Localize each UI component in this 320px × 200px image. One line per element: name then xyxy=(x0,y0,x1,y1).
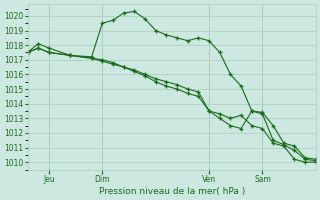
X-axis label: Pression niveau de la mer( hPa ): Pression niveau de la mer( hPa ) xyxy=(99,187,245,196)
